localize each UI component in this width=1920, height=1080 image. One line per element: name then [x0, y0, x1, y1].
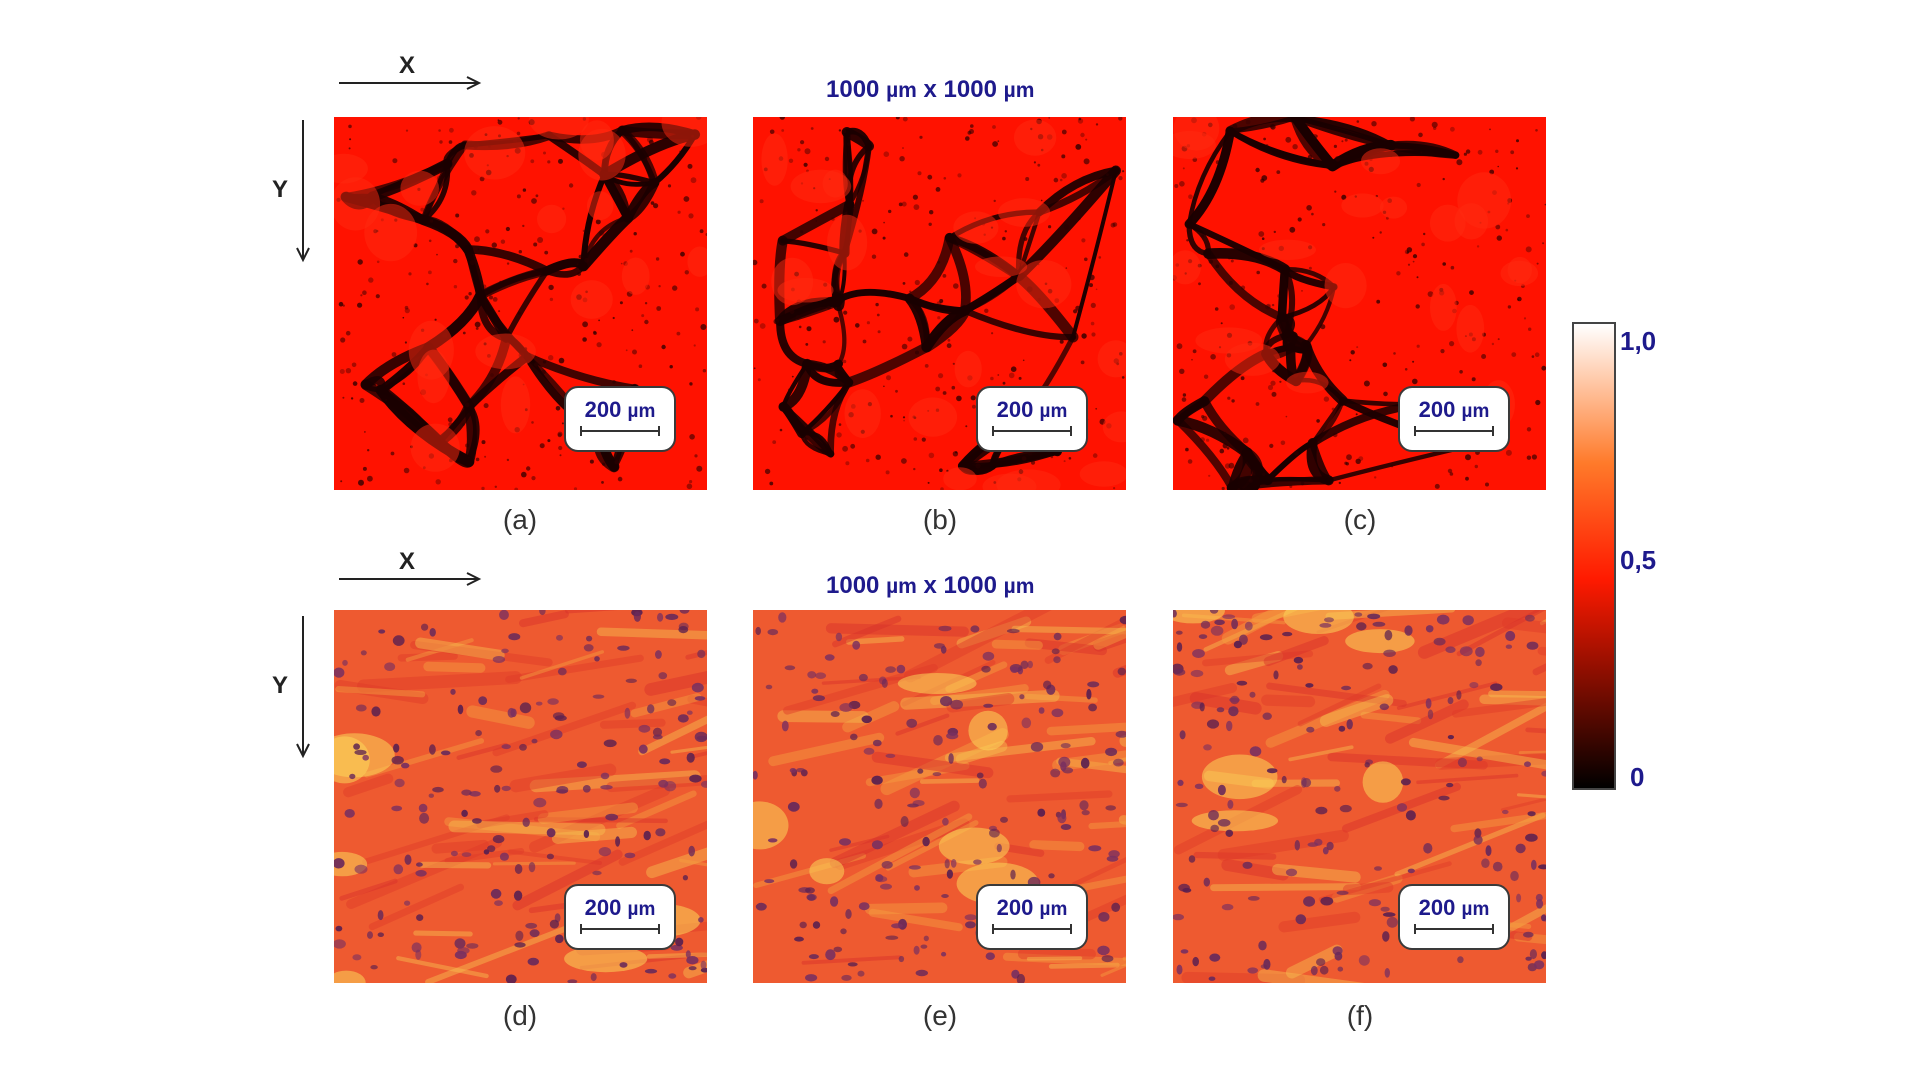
x-axis-indicator-bottom: X [337, 548, 485, 588]
colorbar-tick-min: 0 [1630, 762, 1645, 792]
panel-label-c: (c) [1343, 504, 1377, 535]
field-size-label-top: 1000 µm x 1000 µm [826, 76, 1035, 103]
panel-f-histology-image [1173, 610, 1546, 983]
panel-image [1173, 117, 1546, 490]
panel-c-polarization-map [1173, 117, 1546, 490]
y-axis-label: Y [272, 176, 289, 203]
scale-bar-b: 200 µm [976, 386, 1088, 452]
field-size-label-bottom: 1000 µm x 1000 µm [826, 572, 1035, 599]
panel-label-f: (f) [1346, 1000, 1374, 1031]
colorbar-tick-max: 1,0 [1620, 326, 1657, 356]
y-axis-indicator-bottom: Y [266, 614, 316, 764]
panel-image [1173, 610, 1546, 983]
y-axis-label: Y [272, 672, 289, 699]
panel-label-d: (d) [502, 1000, 538, 1031]
colorbar-tick-mid: 0,5 [1620, 545, 1657, 575]
x-arrow-icon [339, 572, 482, 586]
panel-label-a: (a) [502, 504, 538, 535]
scale-bar-d: 200 µm [564, 884, 676, 950]
y-axis-indicator-top: Y [266, 118, 316, 268]
scale-bar-f: 200 µm [1398, 884, 1510, 950]
panel-label-b: (b) [922, 504, 958, 535]
scale-bar-e: 200 µm [976, 884, 1088, 950]
y-arrow-icon [296, 120, 310, 263]
x-axis-label: X [399, 548, 416, 575]
panel-d-histology-image [334, 610, 707, 983]
scale-bar-a: 200 µm [564, 386, 676, 452]
scale-bar-c: 200 µm [1398, 386, 1510, 452]
x-arrow-icon [339, 76, 482, 90]
x-axis-indicator-top: X [337, 52, 485, 92]
colorbar [1572, 322, 1616, 790]
y-arrow-icon [296, 616, 310, 759]
panel-label-e: (e) [922, 1000, 958, 1031]
panel-image [334, 610, 707, 983]
x-axis-label: X [399, 52, 416, 79]
